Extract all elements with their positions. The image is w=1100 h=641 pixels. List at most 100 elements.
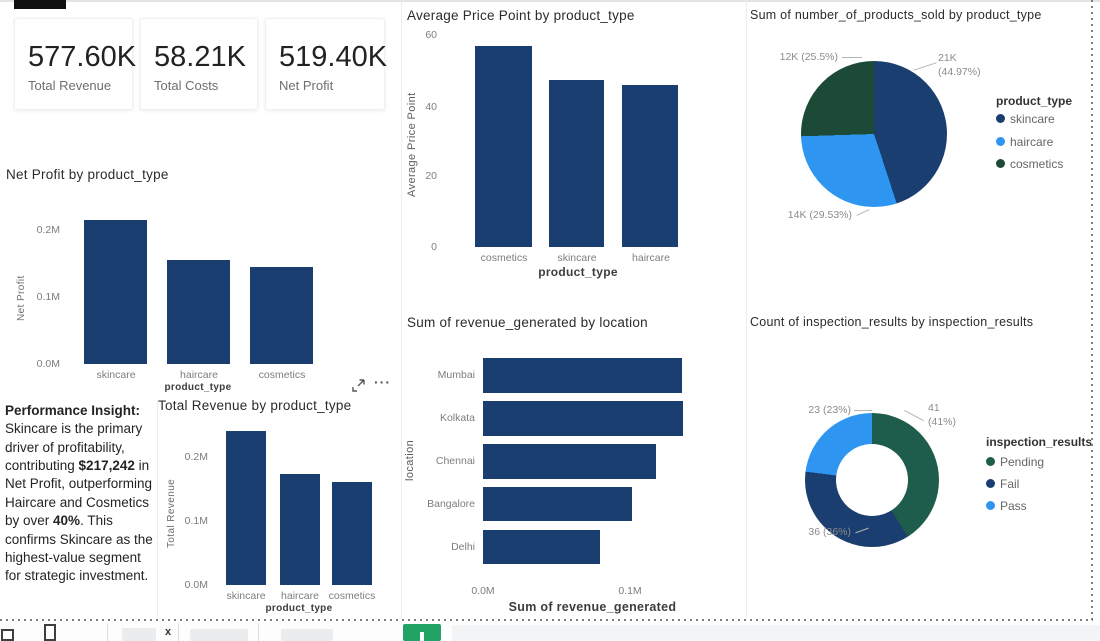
- column-separator: [401, 0, 402, 619]
- more-options-icon[interactable]: ···: [374, 374, 391, 390]
- chart-title-products-sold: Sum of number_of_products_sold by produc…: [750, 8, 1042, 22]
- y-tick: 20: [425, 170, 437, 182]
- bar-net-profit-skincare[interactable]: [84, 220, 147, 364]
- selection-border-right: [1091, 0, 1093, 620]
- green-action-button[interactable]: [403, 624, 441, 641]
- x-tick: 0.1M: [618, 585, 642, 597]
- window-icon[interactable]: [1, 629, 14, 641]
- y-axis-label: Average Price Point: [406, 92, 418, 198]
- y-axis-label: Net Profit: [16, 275, 27, 321]
- bar-net-profit-cosmetics[interactable]: [250, 267, 313, 364]
- x-tick: 0.0M: [471, 585, 495, 597]
- y-tick: 0.2M: [184, 451, 208, 463]
- bar-revenue-skincare[interactable]: [226, 431, 266, 585]
- legend-label: skincare: [1010, 112, 1055, 126]
- bar-price-cosmetics[interactable]: [475, 46, 532, 247]
- legend-label: Pending: [1000, 455, 1045, 469]
- x-axis-label: product_type: [164, 382, 232, 393]
- y-tick: 0.1M: [36, 291, 60, 303]
- donut-callout-pending-value: 41: [928, 402, 940, 414]
- donut-callout-pass: 23 (23%): [808, 404, 851, 416]
- legend-title: inspection_results: [986, 435, 1093, 449]
- y-tick: 60: [425, 29, 437, 41]
- legend-dot: [986, 457, 995, 466]
- bar-price-haircare[interactable]: [622, 85, 678, 247]
- x-category: skincare: [226, 590, 266, 602]
- y-category: Chennai: [435, 455, 475, 467]
- y-tick: 0.0M: [36, 358, 60, 370]
- kpi-label: Net Profit: [279, 78, 334, 93]
- legend-label: haircare: [1010, 135, 1054, 149]
- donut-hole: [836, 444, 908, 516]
- taskbar-tab[interactable]: [122, 628, 156, 641]
- pie-products-sold[interactable]: [801, 61, 947, 207]
- y-category: Kolkata: [439, 412, 475, 424]
- kpi-value: 519.40K: [279, 41, 388, 73]
- x-category: skincare: [96, 369, 136, 381]
- legend-label: cosmetics: [1010, 157, 1064, 171]
- legend-dot: [996, 159, 1005, 168]
- pie-callout-skincare-pct: (44.97%): [938, 66, 981, 78]
- donut-callout-pending-pct: (41%): [928, 416, 957, 428]
- kpi-card-total-costs[interactable]: 58.21K Total Costs: [140, 18, 258, 110]
- y-tick: 0: [431, 241, 437, 253]
- legend-dot: [986, 501, 995, 510]
- pie-callout-haircare: 14K (29.53%): [787, 209, 852, 221]
- taskbar-separator: [258, 623, 259, 641]
- x-category: skincare: [557, 252, 597, 264]
- legend-item-haircare[interactable]: haircare: [996, 135, 1053, 149]
- taskbar-separator: [178, 623, 179, 641]
- bar-location-delhi[interactable]: [483, 530, 600, 564]
- pie-callout-skincare-value: 21K: [938, 52, 957, 64]
- callout-leader-line: [856, 209, 870, 216]
- bar-location-chennai[interactable]: [483, 444, 656, 479]
- chart-title-net-profit: Net Profit by product_type: [6, 167, 169, 182]
- column-separator: [746, 0, 747, 619]
- bar-net-profit-haircare[interactable]: [167, 260, 230, 364]
- bar-price-skincare[interactable]: [549, 80, 604, 247]
- legend-item-fail[interactable]: Fail: [986, 477, 1019, 491]
- top-edge-line: [0, 0, 1100, 2]
- chart-title-revenue-location: Sum of revenue_generated by location: [407, 315, 648, 330]
- legend-item-cosmetics[interactable]: cosmetics: [996, 157, 1063, 171]
- close-icon[interactable]: x: [165, 626, 172, 638]
- taskbar-tab[interactable]: [281, 629, 333, 641]
- x-category: haircare: [180, 369, 218, 381]
- x-axis-label: Sum of revenue_generated: [508, 600, 677, 614]
- bar-location-mumbai[interactable]: [483, 358, 682, 393]
- bar-location-bangalore[interactable]: [483, 487, 632, 521]
- x-axis-label: product_type: [538, 265, 618, 279]
- bar-revenue-haircare[interactable]: [280, 474, 320, 585]
- x-category: cosmetics: [258, 369, 306, 381]
- document-icon[interactable]: [44, 624, 56, 641]
- legend-item-skincare[interactable]: skincare: [996, 112, 1055, 126]
- y-tick: 40: [425, 101, 437, 113]
- callout-leader-line: [842, 57, 862, 58]
- kpi-label: Total Revenue: [28, 78, 112, 93]
- callout-leader-line: [904, 409, 924, 422]
- y-category: Bangalore: [427, 498, 475, 510]
- callout-leader-line: [854, 410, 872, 411]
- selection-border-bottom: [0, 619, 1093, 621]
- bar-revenue-cosmetics[interactable]: [332, 482, 372, 585]
- legend-dot: [996, 137, 1005, 146]
- kpi-card-total-revenue[interactable]: 577.60K Total Revenue: [14, 18, 136, 110]
- y-category: Delhi: [451, 541, 475, 553]
- y-tick: 0.1M: [184, 515, 208, 527]
- donut-callout-fail: 36 (36%): [808, 526, 851, 538]
- legend-label: Fail: [1000, 477, 1020, 491]
- legend-item-pending[interactable]: Pending: [986, 455, 1044, 469]
- y-category: Mumbai: [437, 369, 475, 381]
- y-axis-label: Total Revenue: [166, 478, 177, 548]
- taskbar-tab[interactable]: [190, 629, 248, 641]
- legend-item-pass[interactable]: Pass: [986, 499, 1027, 513]
- kpi-card-net-profit[interactable]: 519.40K Net Profit: [265, 18, 388, 110]
- x-category: haircare: [632, 252, 670, 264]
- bar-location-kolkata[interactable]: [483, 401, 683, 436]
- focus-mode-icon[interactable]: [351, 378, 366, 398]
- x-axis-label: product_type: [265, 603, 333, 614]
- taskbar-separator: [107, 623, 108, 641]
- x-category: cosmetics: [328, 590, 376, 602]
- x-category: haircare: [281, 590, 319, 602]
- chart-title-inspection: Count of inspection_results by inspectio…: [750, 315, 1034, 329]
